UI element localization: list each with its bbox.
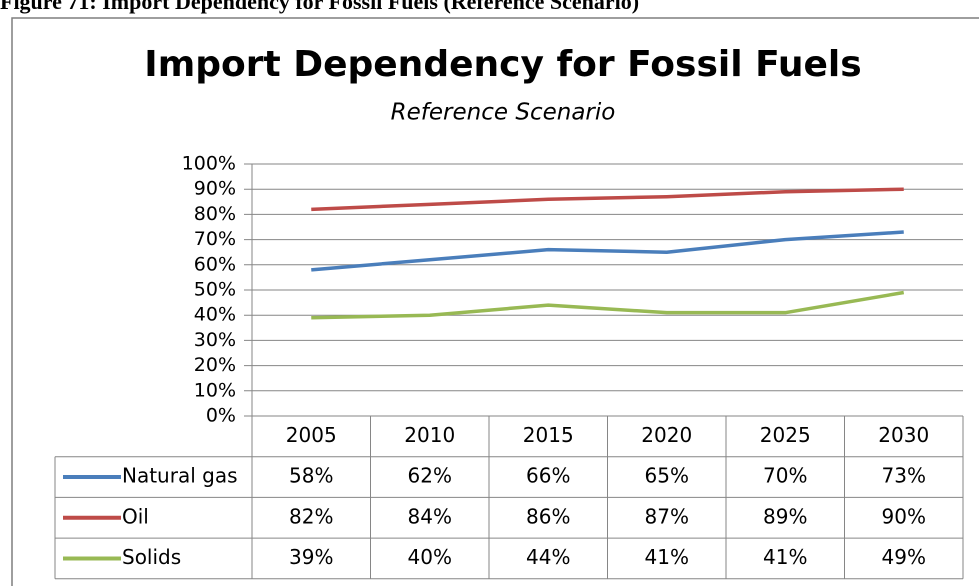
chart-title: Import Dependency for Fossil Fuels	[144, 44, 861, 85]
y-tick-label: 70%	[194, 228, 236, 250]
data-label: 70%	[763, 464, 807, 488]
y-tick-label: 10%	[194, 379, 236, 401]
x-tick-label: 2025	[760, 423, 811, 447]
legend-label: Oil	[122, 504, 149, 528]
figure-caption: Figure 71: Import Dependency for Fossil …	[0, 0, 639, 14]
y-tick-label: 80%	[194, 203, 236, 225]
data-label: 49%	[882, 545, 926, 569]
data-label: 65%	[645, 464, 689, 488]
data-label: 87%	[645, 504, 689, 528]
legend-label: Solids	[122, 545, 181, 569]
chart-subtitle: Reference Scenario	[391, 100, 616, 126]
series-line	[311, 290, 905, 320]
data-label: 58%	[289, 464, 333, 488]
series-line	[311, 187, 904, 212]
y-tick-label: 30%	[194, 329, 236, 351]
data-label: 82%	[289, 504, 333, 528]
data-label: 41%	[763, 545, 807, 569]
data-label: 39%	[289, 545, 333, 569]
data-label: 62%	[408, 464, 452, 488]
y-tick-label: 0%	[206, 405, 236, 427]
y-tick-label: 50%	[194, 279, 236, 301]
x-tick-label: 2010	[404, 423, 455, 447]
data-label: 89%	[763, 504, 807, 528]
y-tick-label: 20%	[194, 354, 236, 376]
data-label: 90%	[882, 504, 926, 528]
legend-label: Natural gas	[122, 464, 238, 488]
chart-border	[11, 17, 979, 586]
x-tick-label: 2005	[286, 423, 337, 447]
data-label: 73%	[882, 464, 926, 488]
y-tick-label: 90%	[194, 178, 236, 200]
x-tick-label: 2015	[523, 423, 574, 447]
y-tick-label: 60%	[194, 253, 236, 275]
data-label: 84%	[408, 504, 452, 528]
data-label: 41%	[645, 545, 689, 569]
data-label: 66%	[526, 464, 570, 488]
x-tick-label: 2020	[641, 423, 692, 447]
data-label: 40%	[408, 545, 452, 569]
series-line	[311, 230, 904, 272]
y-tick-label: 40%	[194, 304, 236, 326]
x-tick-label: 2030	[878, 423, 929, 447]
y-tick-label: 100%	[182, 153, 236, 175]
data-label: 86%	[526, 504, 570, 528]
data-label: 44%	[526, 545, 570, 569]
